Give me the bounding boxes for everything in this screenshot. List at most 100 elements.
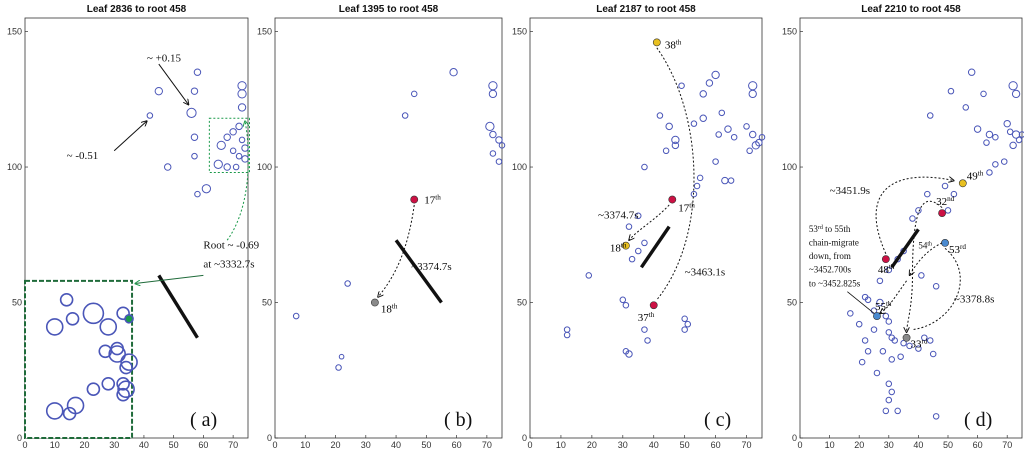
x-tick-label: 20	[587, 440, 597, 450]
data-point	[237, 81, 247, 91]
data-point	[992, 133, 999, 141]
annotation: 53rd to 55th	[809, 224, 851, 234]
x-tick-label: 40	[649, 440, 659, 450]
data-point	[712, 158, 719, 165]
path-arrow	[912, 247, 961, 331]
data-point	[973, 125, 982, 133]
data-point	[671, 135, 680, 145]
data-point	[1000, 158, 1008, 165]
x-tick-label: 0	[527, 440, 532, 450]
x-tick-label: 10	[556, 440, 566, 450]
y-tick-label: 150	[782, 27, 797, 37]
x-tick-label: 10	[300, 440, 310, 450]
highlight-label: 18th	[381, 303, 398, 316]
data-point	[292, 312, 300, 320]
data-point	[743, 123, 750, 130]
y-tick-label: 100	[782, 162, 797, 172]
highlight-point	[370, 298, 379, 307]
data-point	[885, 380, 893, 388]
y-tick-label: 150	[512, 27, 527, 37]
data-point	[495, 136, 503, 144]
x-tick-label: 0	[797, 440, 802, 450]
annotation: at ~3332.7s	[203, 258, 254, 270]
x-tick-label: 30	[109, 440, 119, 450]
data-point	[870, 326, 878, 333]
data-point	[847, 310, 854, 317]
data-point	[154, 86, 163, 96]
highlight-label: 37th	[638, 311, 655, 324]
x-tick-label: 30	[618, 440, 628, 450]
y-tick-label: 150	[257, 27, 272, 37]
data-point	[915, 345, 922, 352]
marker-bar	[157, 274, 199, 339]
data-point	[241, 144, 249, 152]
inset-point	[120, 353, 138, 371]
panel-title: Leaf 2210 to root 458	[861, 4, 961, 15]
x-tick-label: 70	[742, 440, 752, 450]
data-point	[693, 182, 701, 190]
data-point	[495, 158, 503, 165]
data-point	[983, 139, 990, 146]
inset-point	[101, 377, 116, 391]
highlight-label: 17th	[424, 194, 441, 207]
data-point	[885, 396, 893, 404]
data-point	[885, 266, 893, 274]
highlight-point	[873, 312, 881, 320]
x-tick-label: 50	[169, 440, 179, 450]
data-point	[585, 272, 593, 279]
inset-point	[45, 318, 64, 336]
data-point	[485, 121, 495, 132]
data-point	[684, 320, 692, 328]
data-point	[876, 277, 884, 285]
data-point	[665, 122, 673, 131]
y-tick-label: 0	[17, 433, 22, 443]
data-point	[619, 296, 627, 304]
highlight-point	[881, 255, 890, 264]
annotation: ~3463.1s	[685, 266, 725, 278]
data-point	[241, 155, 249, 163]
axes-frame	[274, 17, 503, 439]
data-point	[962, 104, 970, 111]
highlight-label: 18th	[610, 242, 627, 255]
annotation: chain-migrate	[809, 238, 859, 248]
panel-title: Leaf 2836 to root 458	[87, 4, 187, 15]
highlight-point	[649, 301, 658, 310]
inset-point	[124, 313, 134, 324]
y-tick-label: 0	[267, 433, 272, 443]
y-tick-label: 50	[787, 298, 797, 308]
annotation: ~ -0.51	[67, 150, 99, 162]
data-point	[335, 364, 342, 371]
highlight-label: 55th	[875, 300, 892, 313]
data-point	[690, 120, 698, 127]
annotation: ~3378.8s	[954, 294, 994, 306]
data-point	[662, 147, 670, 155]
data-point	[678, 82, 685, 90]
x-tick-label: 20	[331, 440, 341, 450]
data-point	[885, 318, 893, 325]
axes-frame	[529, 17, 763, 439]
data-point	[947, 87, 955, 95]
data-point	[727, 177, 735, 184]
highlight-point	[410, 195, 419, 204]
marker-bar	[394, 239, 443, 304]
data-point	[699, 114, 707, 122]
x-tick-label: 10	[825, 440, 835, 450]
data-point	[950, 190, 958, 198]
data-point	[628, 255, 636, 263]
highlight-point	[958, 179, 967, 188]
panel-label: ( d)	[964, 409, 992, 431]
panel-label: ( b)	[444, 409, 472, 431]
data-point	[900, 339, 907, 347]
data-point	[876, 298, 884, 307]
data-point	[401, 112, 409, 119]
data-point	[882, 312, 890, 320]
data-point	[194, 190, 201, 198]
highlight-point	[621, 241, 630, 250]
data-point	[1011, 130, 1021, 139]
data-point	[213, 159, 223, 169]
arrow	[113, 121, 147, 152]
data-point	[924, 190, 931, 198]
data-point	[235, 152, 243, 160]
path-arrow	[875, 177, 954, 254]
